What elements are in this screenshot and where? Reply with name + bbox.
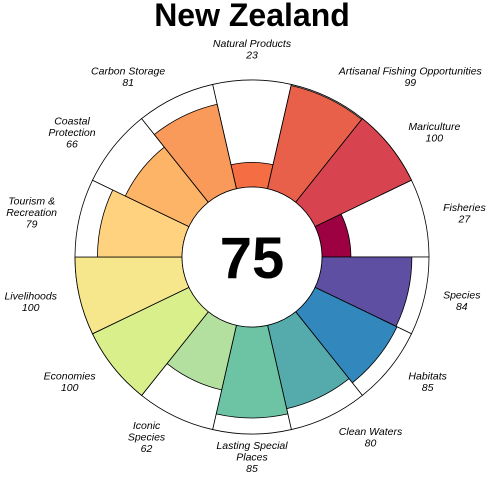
label-name-coastal-protection: Protection [48,127,95,139]
label-name-habitats: Habitats [408,370,447,382]
label-species: Species 84 [443,289,481,313]
label-score-coastal-protection: 66 [66,138,78,150]
label-name-economies: Economies [44,370,97,382]
label-lasting-special-places: Lasting Special Places 85 [216,440,288,475]
label-name-fisheries: Fisheries [443,202,486,214]
label-name-coastal-protection: Coastal [54,115,90,127]
label-tourism-and-recreation: Tourism & Recreation 79 [6,196,57,231]
label-name-iconic-species: Iconic [133,420,161,432]
label-score-lasting-special-places: 85 [246,463,258,475]
label-name-artisanal-fishing-opportunities: Artisanal Fishing Opportunities [338,66,483,78]
label-score-tourism-and-recreation: 79 [26,219,38,231]
label-natural-products: Natural Products 23 [213,38,292,62]
label-name-clean-waters: Clean Waters [339,426,403,438]
label-mariculture: Mariculture 100 [408,121,460,145]
label-score-habitats: 85 [422,382,434,394]
label-name-livelihoods: Livelihoods [4,290,57,302]
overall-score: 75 [220,226,285,291]
label-score-economies: 100 [61,382,79,394]
label-habitats: Habitats 85 [408,370,447,394]
chart-title: New Zealand [154,0,350,33]
label-name-mariculture: Mariculture [408,121,460,133]
label-name-tourism-and-recreation: Tourism & [8,196,55,208]
label-iconic-species: Iconic Species 62 [128,420,166,455]
label-name-tourism-and-recreation: Recreation [6,207,57,219]
label-score-mariculture: 100 [426,133,444,145]
label-score-species: 84 [456,301,468,313]
label-name-lasting-special-places: Lasting Special [216,440,288,452]
label-score-clean-waters: 80 [365,437,377,449]
label-name-lasting-special-places: Places [236,452,268,464]
label-name-carbon-storage: Carbon Storage [91,66,165,78]
label-score-natural-products: 23 [245,49,258,61]
label-score-artisanal-fishing-opportunities: 99 [404,77,416,89]
label-coastal-protection: Coastal Protection 66 [48,115,95,150]
label-score-carbon-storage: 81 [122,77,134,89]
label-name-species: Species [443,289,481,301]
petal-natural-products [230,161,274,190]
center-circle [181,186,323,328]
label-score-fisheries: 27 [458,214,472,226]
label-score-iconic-species: 62 [141,443,153,455]
label-score-livelihoods: 100 [22,302,40,314]
label-name-natural-products: Natural Products [213,38,292,50]
label-artisanal-fishing-opportunities: Artisanal Fishing Opportunities 99 [338,66,483,90]
label-economies: Economies 100 [44,370,97,394]
label-clean-waters: Clean Waters 80 [339,426,403,450]
label-livelihoods: Livelihoods 100 [4,290,57,314]
label-carbon-storage: Carbon Storage 81 [91,66,165,90]
label-fisheries: Fisheries 27 [443,202,486,226]
label-name-iconic-species: Species [128,432,166,444]
